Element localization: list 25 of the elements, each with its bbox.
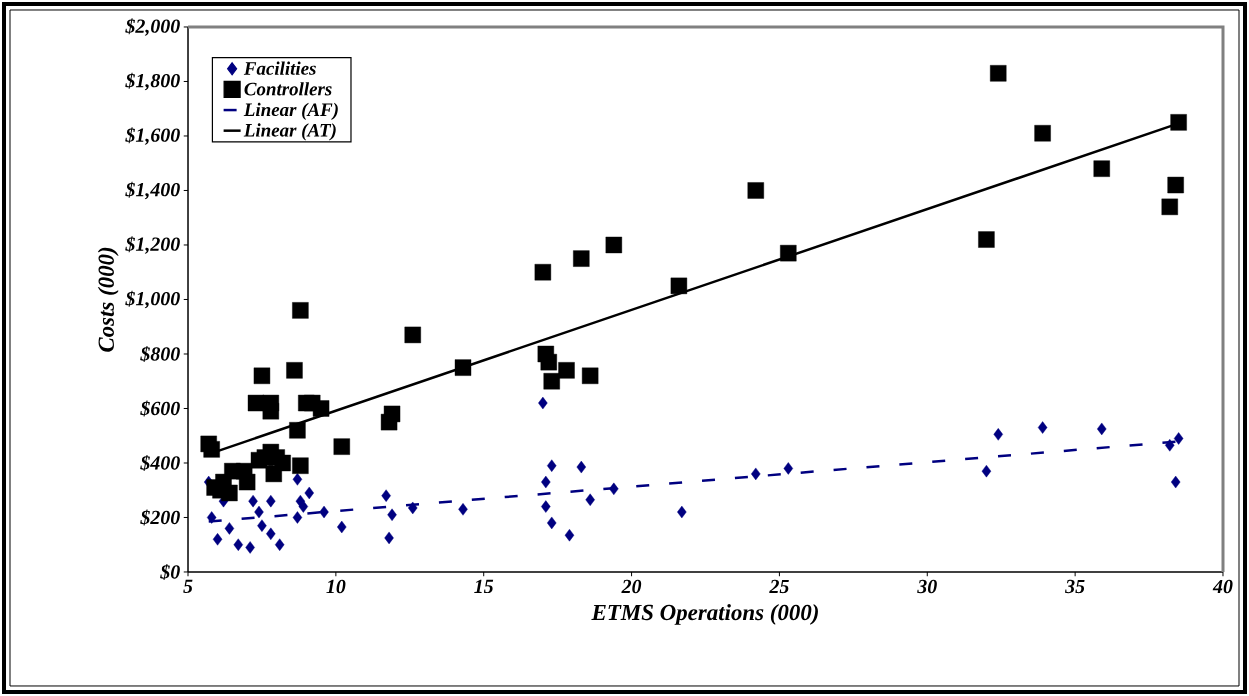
y-tick-label: $0 — [160, 564, 180, 580]
y-tick-label: $400 — [140, 455, 180, 471]
y-tick-label: $200 — [140, 509, 180, 526]
x-tick-label: 30 — [917, 579, 937, 594]
x-tick-label: 35 — [1065, 579, 1085, 594]
legend-label: Linear (AF) — [243, 102, 338, 120]
y-tick-label: $1,000 — [125, 290, 180, 309]
y-tick-label: $600 — [140, 400, 180, 417]
x-tick-label: 40 — [1212, 579, 1233, 594]
x-tick-label: 5 — [183, 579, 193, 593]
y-tick-label: $800 — [140, 346, 180, 362]
x-tick-label: 25 — [769, 579, 789, 594]
y-tick-label: $1,400 — [125, 181, 180, 200]
legend-label: Linear (AT) — [243, 123, 336, 141]
legend-label: Controllers — [244, 82, 332, 96]
y-tick-label: $1,800 — [125, 72, 180, 91]
x-tick-label: 10 — [326, 579, 346, 594]
x-tick-label: 15 — [474, 579, 494, 594]
y-tick-label: $2,000 — [125, 18, 180, 36]
y-tick-label: $1,600 — [125, 127, 180, 145]
x-axis-title: ETMS Operations (000) — [591, 604, 818, 625]
legend-label: Facilities — [243, 61, 316, 75]
y-axis-title: Costs (000) — [97, 247, 119, 352]
x-tick-label: 20 — [621, 579, 642, 594]
y-tick-label: $1,200 — [125, 236, 180, 254]
